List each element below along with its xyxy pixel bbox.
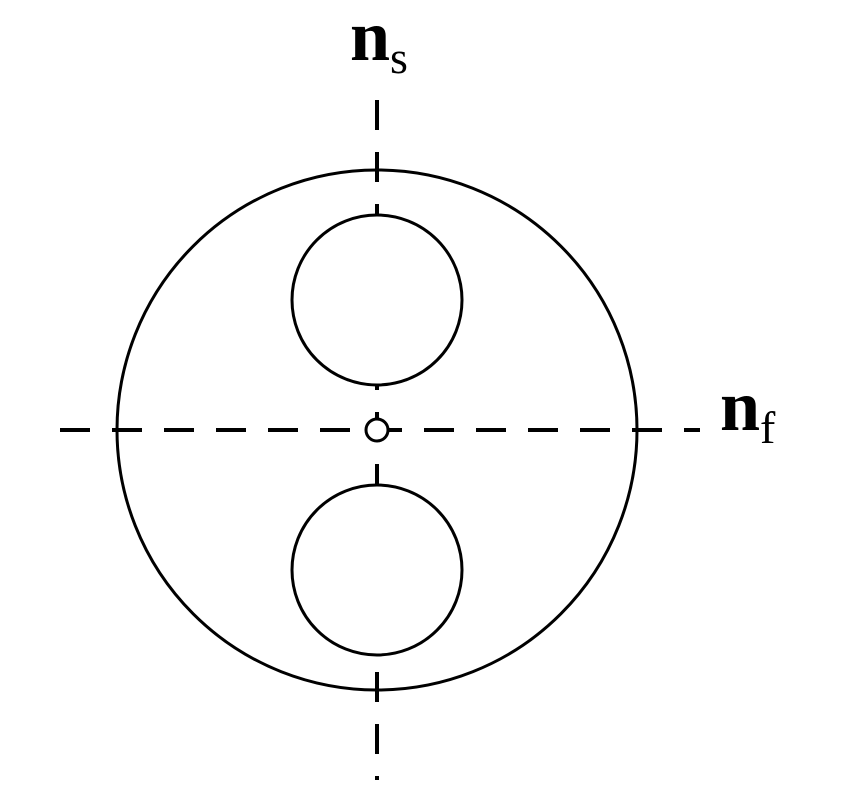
label-n-f-sub: f — [760, 402, 775, 453]
bottom-hole-circle — [292, 485, 462, 655]
top-hole-circle — [292, 215, 462, 385]
label-n-s-var: n — [350, 0, 390, 76]
label-n-s-sub: s — [390, 32, 408, 83]
label-n-s: ns — [350, 0, 408, 72]
center-circle — [366, 419, 388, 441]
label-n-f-var: n — [720, 366, 760, 446]
label-n-f: nf — [720, 370, 775, 442]
